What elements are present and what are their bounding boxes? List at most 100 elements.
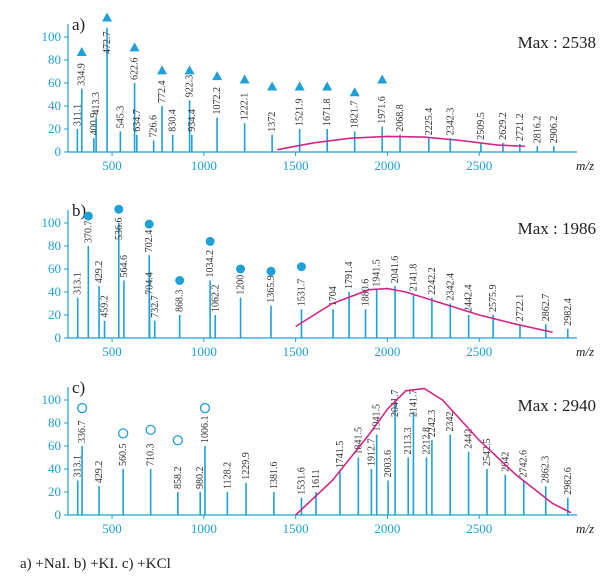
peak-label: 336.7 xyxy=(77,421,88,444)
peak-label: 313.1 xyxy=(73,455,84,478)
peak-label: 2225.4 xyxy=(424,108,435,136)
peak-label: 1912.7 xyxy=(366,439,377,467)
marker xyxy=(76,402,88,414)
max-label: Max : 1986 xyxy=(518,219,596,238)
peak-label: 2642 xyxy=(500,452,511,472)
peak-label: 726.6 xyxy=(149,115,160,138)
marker xyxy=(114,204,124,214)
peak-label: 1006.1 xyxy=(200,416,211,444)
peak-label: 2721.2 xyxy=(515,113,526,141)
peak-label: 858.2 xyxy=(173,467,184,490)
peak-label: 2041.7 xyxy=(390,390,401,418)
marker xyxy=(349,87,360,97)
peak-label: 560.5 xyxy=(118,444,129,467)
marker xyxy=(322,81,333,91)
marker xyxy=(157,65,168,75)
peak-label: 2509.5 xyxy=(476,112,487,140)
peak-label: 459.2 xyxy=(100,295,111,318)
x-tick-label: 1000 xyxy=(191,344,217,359)
peak-label: 1791.4 xyxy=(344,262,355,290)
y-tick-label: 0 xyxy=(55,507,62,522)
peak-label: 472.7 xyxy=(102,32,113,55)
peak-label: 922.3 xyxy=(185,75,196,98)
marker xyxy=(83,211,93,221)
peak-label: 1704 xyxy=(328,286,339,306)
x-tick-label: 2500 xyxy=(466,344,492,359)
peak-label: 2862.7 xyxy=(541,294,552,322)
envelope-curve xyxy=(295,287,553,334)
marker xyxy=(205,236,215,246)
peak-label: 2862.3 xyxy=(541,456,552,484)
peak-label: 413.3 xyxy=(91,92,102,115)
marker xyxy=(144,219,154,229)
peak-label: 1229.9 xyxy=(241,452,252,480)
peak-label: 2342.4 xyxy=(445,273,456,301)
peak-label: 704.4 xyxy=(145,272,156,295)
peak-label: 732.7 xyxy=(150,295,161,318)
caption: a) +NaI. b) +KI. c) +KCl xyxy=(20,556,171,572)
x-axis-label: m/z xyxy=(576,158,594,173)
peak-label: 311.1 xyxy=(72,104,83,126)
marker xyxy=(239,74,250,84)
peak-label: 2542.5 xyxy=(482,439,493,467)
peak-label: 1062.2 xyxy=(210,285,221,313)
y-tick-label: 40 xyxy=(48,284,61,299)
peak-label: 1034.2 xyxy=(205,250,216,278)
peak-label: 1531.6 xyxy=(296,467,307,495)
peak-label: 868.3 xyxy=(175,290,186,313)
peak-label: 1128.2 xyxy=(222,462,233,489)
panel: 0 20 40 60 80 100 500 1000 1500 2000 2500 m/z a) Max … xyxy=(42,12,596,173)
peak-label: 1200 xyxy=(236,275,247,295)
peak-label: 634.7 xyxy=(132,109,143,132)
peak-label: 545.3 xyxy=(115,106,126,129)
peak-label: 429.2 xyxy=(94,461,105,484)
panel-label: b) xyxy=(72,201,86,220)
peak-label: 772.4 xyxy=(157,81,168,104)
marker xyxy=(175,276,185,285)
peak-label: 2342.3 xyxy=(445,108,456,136)
peak-label: 980.2 xyxy=(195,467,206,490)
peak-label: 1941.5 xyxy=(372,404,383,432)
x-axis-label: m/z xyxy=(576,521,594,536)
peak-label: 2242.3 xyxy=(427,410,438,438)
marker xyxy=(296,262,306,272)
x-tick-label: 2000 xyxy=(374,521,400,536)
peak-label: 1841.5 xyxy=(353,427,364,455)
x-tick-label: 1500 xyxy=(283,521,309,536)
marker xyxy=(118,428,129,439)
peak-label: 2041.6 xyxy=(390,256,401,284)
peak-label: 2982.4 xyxy=(563,298,574,326)
x-tick-label: 1000 xyxy=(191,158,217,173)
peak-label: 1611 xyxy=(311,469,322,489)
peak-label: 1372 xyxy=(267,112,278,132)
y-tick-label: 80 xyxy=(48,52,61,67)
y-tick-label: 20 xyxy=(48,121,61,136)
marker xyxy=(236,264,246,274)
y-tick-label: 80 xyxy=(48,415,61,430)
marker xyxy=(267,81,278,91)
y-tick-label: 20 xyxy=(48,484,61,499)
peak-label: 2982.6 xyxy=(563,467,574,495)
peak-label: 429.2 xyxy=(94,261,105,284)
peak-label: 830.4 xyxy=(168,109,179,132)
peak-label: 710.3 xyxy=(146,444,157,467)
panel: 0 20 40 60 80 100 500 1000 1500 2000 2500 m/z b) Max … xyxy=(42,201,597,359)
x-tick-label: 2500 xyxy=(466,158,492,173)
peak-label: 400.9 xyxy=(89,113,100,136)
peak-label: 2342 xyxy=(445,412,456,432)
y-tick-label: 0 xyxy=(55,330,62,345)
marker xyxy=(172,435,183,446)
peak-label: 2068.8 xyxy=(395,104,406,132)
peak-label: 2113.3 xyxy=(403,427,414,454)
x-tick-label: 1500 xyxy=(283,344,309,359)
x-tick-label: 1000 xyxy=(191,521,217,536)
y-tick-label: 100 xyxy=(42,29,62,44)
peak-label: 2442.4 xyxy=(464,285,475,313)
peak-label: 2442 xyxy=(464,429,475,449)
y-tick-label: 100 xyxy=(42,215,62,230)
peak-label: 2575.9 xyxy=(488,285,499,313)
peak-label: 564.6 xyxy=(119,255,130,278)
peak-label: 1971.6 xyxy=(377,96,388,124)
envelope-curve xyxy=(277,135,526,151)
